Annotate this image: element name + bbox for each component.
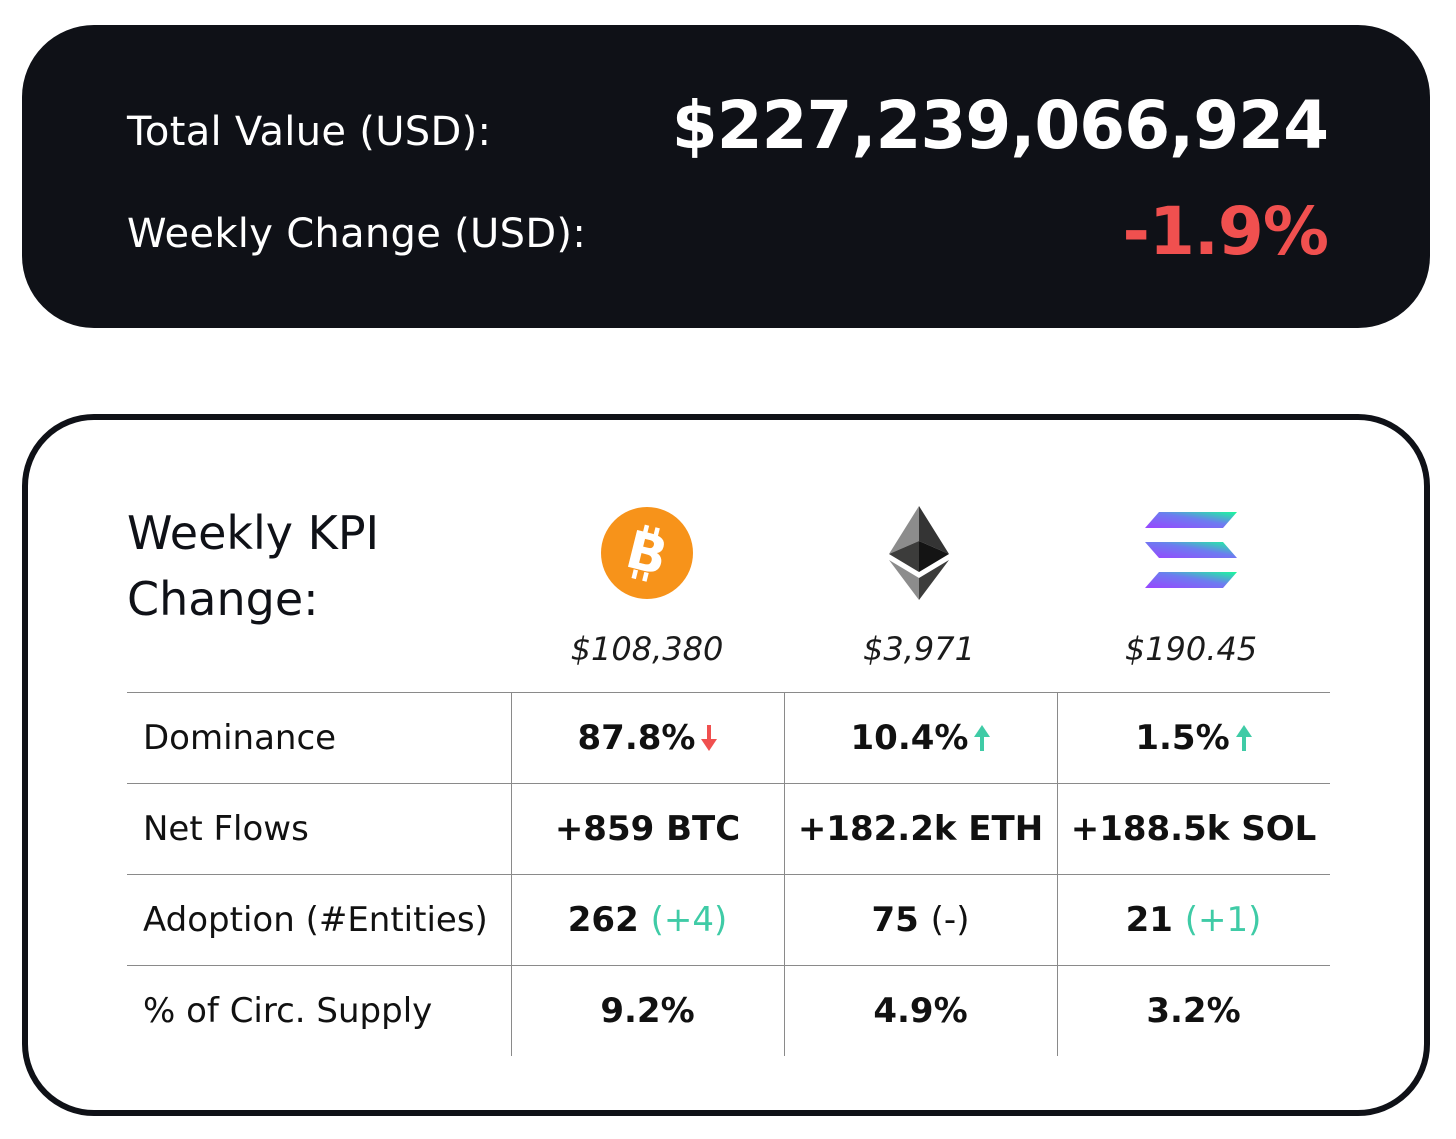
btc-adoption-delta: (+4) — [650, 900, 728, 940]
summary-card: Total Value (USD): $227,239,066,924 Week… — [22, 25, 1430, 328]
eth-adoption-value: 75 — [871, 900, 919, 940]
eth-dominance-value: 10.4% — [850, 718, 969, 758]
ethereum-icon — [889, 506, 949, 600]
eth-dominance: 10.4% — [783, 692, 1057, 784]
table-row-adoption: Adoption (#Entities) 262 (+4) 75 (-) 21 … — [127, 874, 1330, 966]
sol-adoption-value: 21 — [1125, 900, 1173, 940]
kpi-table: Dominance 87.8% 10.4% 1.5% Net Flows +85… — [127, 692, 1330, 1056]
row-label: % of Circ. Supply — [127, 965, 511, 1056]
sol-supply: 3.2% — [1056, 965, 1330, 1056]
sol-dominance-value: 1.5% — [1135, 718, 1230, 758]
eth-net-flows: +182.2k ETH — [783, 783, 1057, 875]
bitcoin-icon: B — [601, 507, 693, 599]
btc-dominance: 87.8% — [510, 692, 784, 784]
sol-net-flows: +188.5k SOL — [1056, 783, 1330, 875]
eth-supply: 4.9% — [783, 965, 1057, 1056]
solana-icon — [1145, 512, 1237, 588]
solana-price: $190.45 — [1124, 630, 1258, 668]
arrow-up-icon — [1235, 724, 1252, 751]
ethereum-price: $3,971 — [863, 630, 975, 668]
btc-adoption: 262 (+4) — [510, 874, 784, 966]
weekly-change-value: -1.9% — [1122, 193, 1329, 270]
eth-adoption: 75 (-) — [783, 874, 1057, 966]
eth-adoption-delta: (-) — [930, 900, 970, 940]
btc-adoption-value: 262 — [567, 900, 639, 940]
btc-dominance-value: 87.8% — [577, 718, 696, 758]
kpi-card: Weekly KPI Change: B $108,380 $3,971 — [22, 414, 1430, 1116]
table-row-dominance: Dominance 87.8% 10.4% 1.5% — [127, 692, 1330, 784]
sol-adoption: 21 (+1) — [1056, 874, 1330, 966]
row-label: Net Flows — [127, 783, 511, 875]
row-label: Dominance — [127, 692, 511, 784]
sol-dominance: 1.5% — [1056, 692, 1330, 784]
bitcoin-price: $108,380 — [570, 630, 724, 668]
kpi-title: Weekly KPI Change: — [127, 506, 380, 626]
arrow-up-icon — [974, 724, 991, 751]
total-value: $227,239,066,924 — [671, 87, 1329, 164]
sol-adoption-delta: (+1) — [1184, 900, 1262, 940]
table-row-supply: % of Circ. Supply 9.2% 4.9% 3.2% — [127, 965, 1330, 1056]
row-label: Adoption (#Entities) — [127, 874, 511, 966]
table-row-net-flows: Net Flows +859 BTC +182.2k ETH +188.5k S… — [127, 783, 1330, 875]
btc-net-flows: +859 BTC — [510, 783, 784, 875]
weekly-change-label: Weekly Change (USD): — [127, 211, 587, 257]
total-value-label: Total Value (USD): — [127, 109, 492, 155]
arrow-down-icon — [701, 724, 718, 751]
btc-supply: 9.2% — [510, 965, 784, 1056]
